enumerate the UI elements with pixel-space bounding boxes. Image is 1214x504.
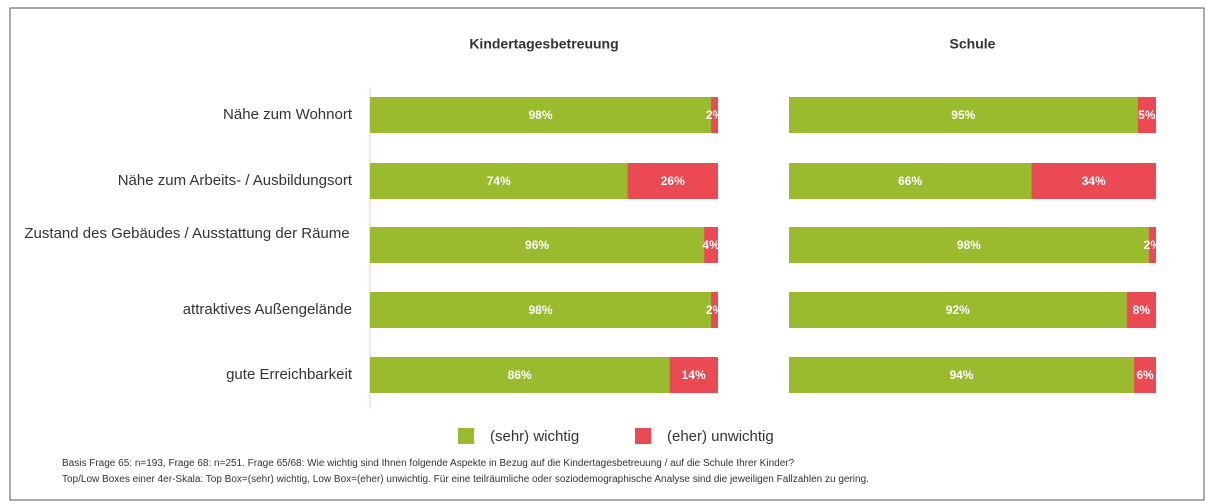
value-label: 96% [525,238,549,252]
frame [9,7,1205,501]
value-label: 86% [508,368,532,382]
legend-label: (sehr) wichtig [490,428,579,445]
chart-title: Kindertagesbetreuung [469,36,618,52]
bar-segment [1126,292,1156,328]
value-label: 2% [706,108,724,122]
bar-segment [711,292,718,328]
value-label: 98% [957,238,981,252]
bar-segment [789,163,1032,199]
bar-segment [789,292,1127,328]
value-label: 98% [529,108,553,122]
legend-swatch [635,428,651,444]
value-label: 4% [702,238,720,252]
category-label: Nähe zum Wohnort [223,106,352,123]
value-label: 95% [951,108,975,122]
bar-segment [711,97,718,133]
value-label: 66% [898,174,922,188]
value-label: 2% [706,303,724,317]
value-label: 94% [949,368,973,382]
bar-segment [370,97,712,133]
footnote: Basis Frage 65: n=193, Frage 68: n=251. … [62,458,795,469]
bar-segment [1148,227,1156,263]
category-label: Nähe zum Arbeits- / Ausbildungsort [117,172,352,189]
bar-segment [704,227,718,263]
value-label: 14% [682,368,706,382]
value-label: 5% [1138,108,1156,122]
legend-label: (eher) unwichtig [667,428,774,445]
footnote: Top/Low Boxes einer 4er-Skala: Top Box=(… [62,474,869,485]
bar-segment [1031,163,1156,199]
value-label: 74% [487,174,511,188]
category-label: attraktives Außengelände [182,301,352,318]
value-label: 92% [946,303,970,317]
bar-segment [1133,357,1156,393]
bar-segment [370,292,712,328]
value-label: 8% [1133,303,1151,317]
bar-segment [370,163,628,199]
bar-segment [627,163,718,199]
chart-title: Schule [950,36,996,52]
value-label: 98% [529,303,553,317]
bar-segment [789,227,1149,263]
bar-segment [789,97,1138,133]
bar-segment [1137,97,1156,133]
bar-segment [669,357,718,393]
legend-swatch [458,428,474,444]
category-label: Zustand des Gebäudes / Ausstattung der R… [24,225,350,242]
bar-segment [370,357,670,393]
bar-segment [789,357,1134,393]
value-label: 6% [1136,368,1154,382]
value-label: 34% [1082,174,1106,188]
category-label: gute Erreichbarkeit [226,366,352,383]
value-label: 2% [1144,238,1162,252]
value-label: 26% [661,174,685,188]
bar-segment [370,227,705,263]
